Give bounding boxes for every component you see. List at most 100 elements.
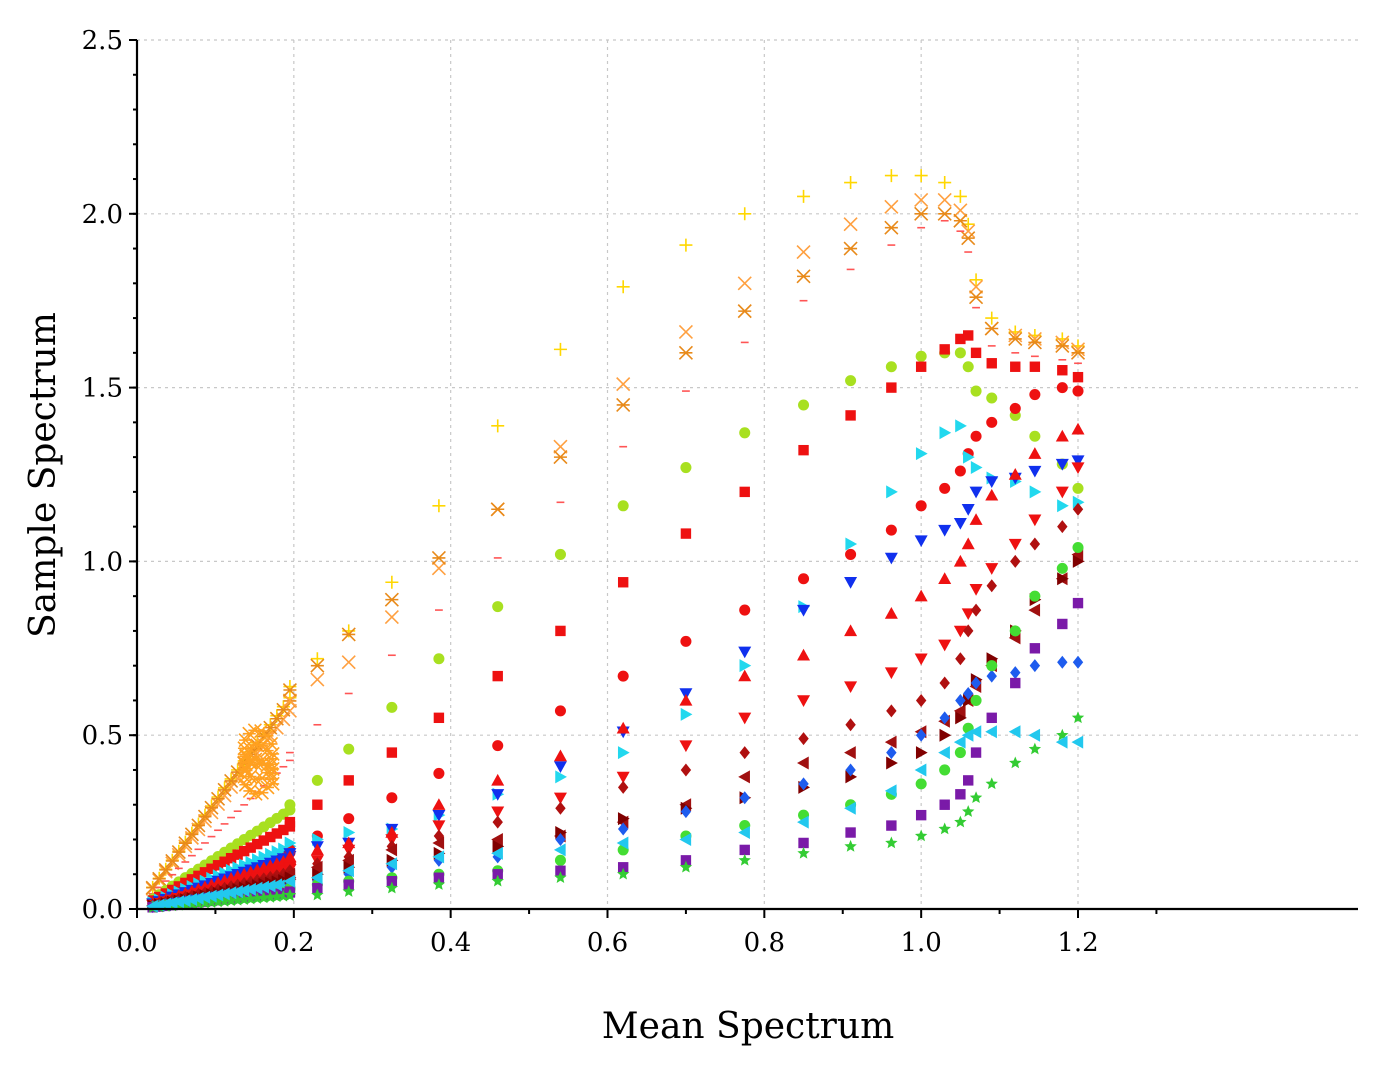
cluster-point [231,885,243,899]
scatter-point [1057,520,1068,534]
scatter-point [283,850,297,863]
scatter-point [953,704,966,718]
scatter-point [886,382,897,393]
scatter-point [953,203,968,218]
scatter-point [385,843,398,857]
scatter-point [680,528,692,539]
scatter-point [915,778,927,790]
scatter-point [955,789,966,800]
y-tick-label: 2.5 [82,26,123,56]
scatter-point [680,635,692,647]
scatter-point [433,653,445,665]
scatter-point [310,860,323,874]
cluster-point [219,856,230,867]
cluster-point [255,756,270,771]
cluster-point [159,897,171,911]
scatter-point [1055,735,1068,749]
cluster-point [244,882,256,896]
scatter-point [1029,430,1041,442]
scatter-point [1010,554,1021,568]
scatter-point [963,775,974,786]
scatter-point [845,548,857,560]
scatter-point [738,826,750,840]
scatter-point [311,774,323,786]
scatter-point [1072,495,1085,509]
scatter-point [616,721,630,734]
scatter-point [938,524,952,537]
scatter-point [985,777,998,790]
scatter-point [617,822,629,836]
scatter-point [915,746,928,760]
cluster-point [278,824,289,836]
scatter-point [738,207,752,221]
scatter-point [845,827,856,838]
cluster-point [258,835,269,846]
scatter-point [739,604,751,616]
scatter-point [844,746,856,760]
scatter-point [985,476,999,488]
x-tick-label: 1.0 [900,928,941,958]
scatter-point [970,747,982,758]
scatter-point [884,199,899,214]
scatter-point [968,290,984,305]
x-tick-label: 0.4 [430,928,471,958]
scatter-point [961,224,976,239]
scatter-point [969,584,983,596]
scatter-point [954,747,966,759]
cluster-point [205,896,218,908]
scatter-point [884,735,897,749]
scatter-point [492,815,503,829]
cluster-point [250,881,263,895]
cluster-point [257,880,269,894]
cluster-point [264,890,277,903]
scatter-point [1010,361,1021,372]
cluster-point [210,791,226,806]
scatter-point [986,712,997,724]
scatter-point [885,524,897,536]
scatter-point [797,846,810,859]
scatter-point [914,206,929,221]
scatter-point [555,865,566,876]
scatter-point [914,763,927,777]
scatter-point [555,826,567,840]
scatter-point [985,725,997,739]
scatter-point [341,655,356,670]
scatter-point [915,361,927,372]
cluster-point [165,896,178,910]
scatter-point [969,486,983,499]
scatter-point [737,304,752,319]
scatter-point [937,206,952,221]
scatter-point [282,693,297,708]
scatter-point [1070,342,1086,357]
cluster-point [271,845,284,859]
cluster-point [206,863,217,874]
scatter-point [616,836,629,850]
x-axis-title: Mean Spectrum [602,1006,894,1047]
scatter-point [970,461,983,475]
cluster-point [171,845,186,860]
scatter-point [386,747,398,758]
scatter-point [284,816,296,828]
scatter-point [616,280,630,294]
scatter-point [553,450,568,465]
scatter-point [985,488,999,501]
scatter-point [970,603,982,617]
scatter-point [1029,659,1041,673]
scatter-point [845,718,856,732]
scatter-point [844,176,858,190]
cluster-point [265,831,276,843]
scatter-point [432,850,445,864]
cluster-point [238,845,250,857]
scatter-point [954,347,966,359]
scatter-point [954,465,966,477]
scatter-point [955,711,967,725]
cluster-point [237,883,250,897]
scatter-point [953,735,966,749]
cluster-point [211,895,225,908]
scatter-point [962,361,974,373]
cluster-point [172,895,185,909]
scatter-point [617,812,630,826]
scatter-point [798,777,809,791]
cluster-point [198,896,212,909]
